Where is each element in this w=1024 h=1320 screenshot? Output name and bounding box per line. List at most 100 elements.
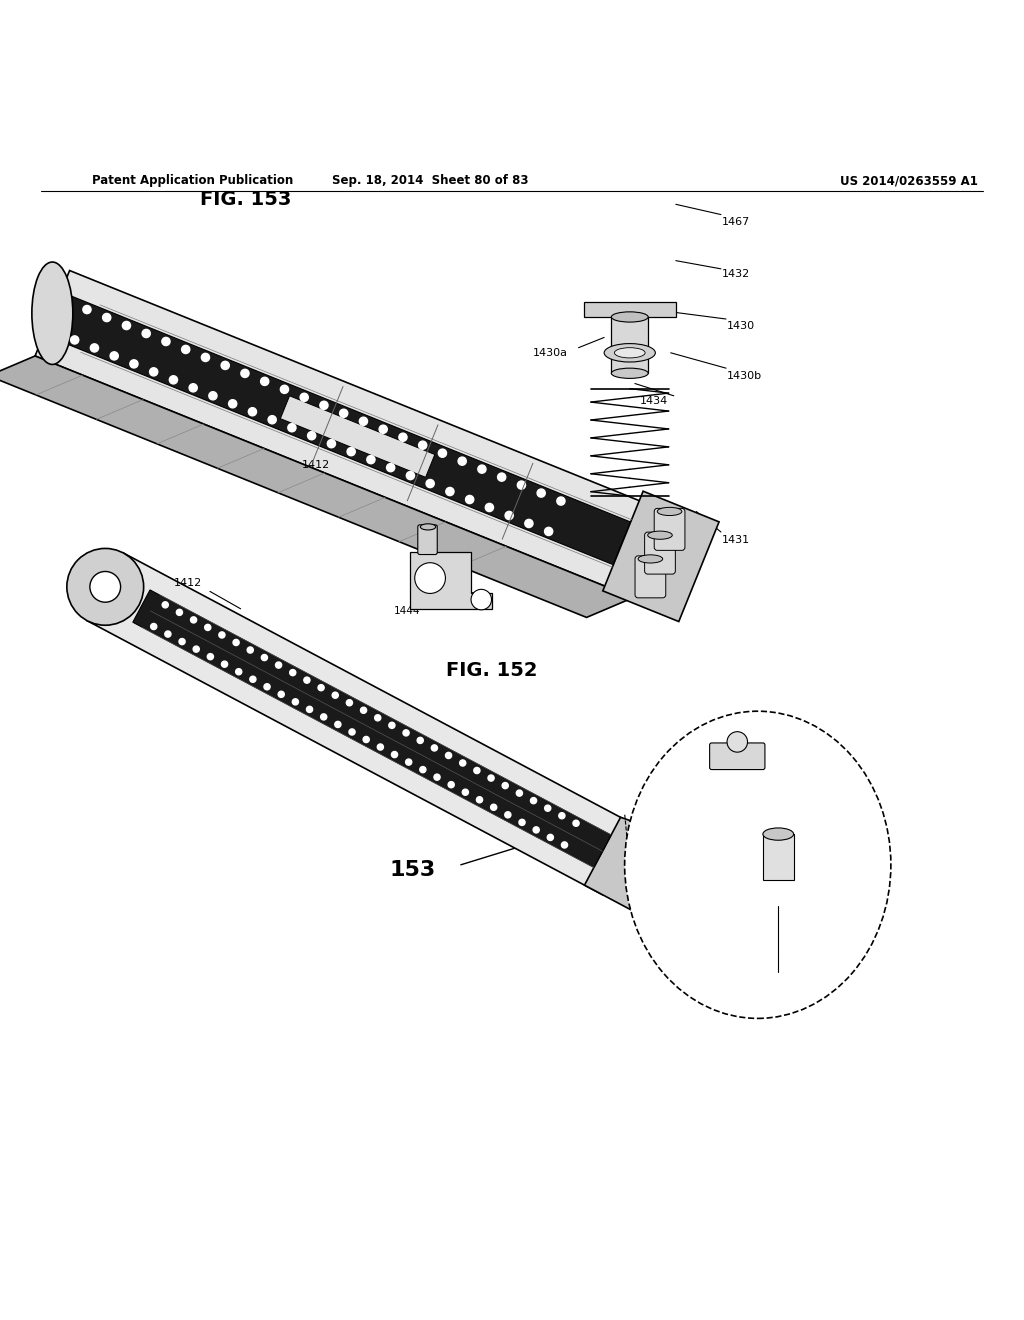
Circle shape (219, 632, 225, 638)
Circle shape (190, 616, 197, 623)
Text: 1430a: 1430a (532, 347, 567, 358)
Circle shape (236, 669, 242, 675)
Circle shape (122, 321, 130, 330)
Text: FIG. 153: FIG. 153 (200, 190, 292, 209)
Ellipse shape (657, 507, 682, 516)
Ellipse shape (611, 312, 648, 322)
Circle shape (534, 826, 540, 833)
FancyBboxPatch shape (710, 743, 765, 770)
Circle shape (67, 548, 143, 626)
Ellipse shape (604, 343, 655, 362)
Text: Patent Application Publication: Patent Application Publication (92, 174, 294, 187)
Circle shape (319, 401, 328, 409)
Circle shape (573, 820, 580, 826)
Text: 1440: 1440 (742, 1008, 771, 1018)
Text: 1441: 1441 (435, 578, 462, 589)
Circle shape (249, 408, 257, 416)
Circle shape (516, 791, 522, 796)
Circle shape (306, 706, 312, 713)
FancyBboxPatch shape (418, 525, 437, 554)
Ellipse shape (614, 347, 645, 358)
Circle shape (151, 623, 157, 630)
Circle shape (389, 722, 395, 729)
Text: 153: 153 (389, 859, 435, 880)
Circle shape (181, 346, 189, 354)
Polygon shape (281, 396, 435, 478)
Circle shape (537, 488, 545, 498)
Circle shape (346, 700, 352, 706)
Text: 1446: 1446 (415, 591, 441, 602)
Circle shape (545, 805, 551, 812)
Circle shape (241, 370, 249, 378)
Circle shape (561, 842, 567, 847)
Circle shape (360, 708, 367, 713)
Circle shape (281, 385, 289, 393)
Circle shape (505, 812, 511, 818)
Polygon shape (585, 817, 680, 913)
Circle shape (307, 432, 315, 440)
Circle shape (519, 820, 525, 825)
Circle shape (359, 417, 368, 425)
Circle shape (288, 424, 296, 432)
Circle shape (398, 433, 407, 441)
Circle shape (71, 335, 79, 345)
Circle shape (502, 783, 508, 788)
Circle shape (530, 797, 537, 804)
Circle shape (111, 352, 119, 360)
Circle shape (102, 313, 111, 322)
Polygon shape (584, 301, 676, 317)
Circle shape (165, 631, 171, 638)
FancyBboxPatch shape (654, 508, 685, 550)
Circle shape (290, 669, 296, 676)
Circle shape (304, 677, 310, 684)
Ellipse shape (625, 711, 891, 1019)
Text: 1434: 1434 (640, 396, 669, 407)
Circle shape (209, 392, 217, 400)
Text: 1467: 1467 (763, 737, 792, 747)
Polygon shape (763, 834, 794, 880)
Text: US 2014/0263559 A1: US 2014/0263559 A1 (840, 174, 978, 187)
Text: Sep. 18, 2014  Sheet 80 of 83: Sep. 18, 2014 Sheet 80 of 83 (332, 174, 528, 187)
Text: 1412: 1412 (174, 578, 203, 589)
Circle shape (488, 775, 495, 781)
Circle shape (205, 624, 211, 631)
Circle shape (90, 572, 121, 602)
Ellipse shape (648, 531, 673, 540)
Circle shape (445, 487, 454, 495)
Circle shape (247, 647, 253, 653)
Circle shape (300, 393, 308, 401)
Circle shape (279, 692, 285, 697)
Circle shape (260, 378, 268, 385)
Ellipse shape (763, 828, 794, 841)
Circle shape (221, 362, 229, 370)
Text: 1444: 1444 (394, 606, 421, 616)
Text: 1467: 1467 (722, 216, 751, 227)
Circle shape (490, 804, 497, 810)
Text: 1431: 1431 (722, 535, 750, 545)
Circle shape (367, 455, 375, 463)
Circle shape (471, 589, 492, 610)
Polygon shape (410, 553, 492, 609)
Circle shape (268, 416, 276, 424)
Circle shape (559, 813, 565, 818)
Polygon shape (87, 553, 639, 895)
Circle shape (250, 676, 256, 682)
Circle shape (179, 639, 185, 644)
Circle shape (340, 409, 348, 417)
Circle shape (727, 731, 748, 752)
Circle shape (505, 511, 513, 520)
Circle shape (292, 698, 298, 705)
Circle shape (403, 730, 410, 737)
Circle shape (415, 562, 445, 594)
Circle shape (377, 744, 383, 750)
Circle shape (419, 441, 427, 449)
Polygon shape (603, 491, 719, 622)
Circle shape (426, 479, 434, 487)
Circle shape (498, 473, 506, 482)
Circle shape (460, 760, 466, 766)
Circle shape (335, 721, 341, 727)
Circle shape (431, 744, 437, 751)
Circle shape (438, 449, 446, 457)
Text: 1430: 1430 (727, 321, 755, 331)
Circle shape (364, 737, 370, 743)
